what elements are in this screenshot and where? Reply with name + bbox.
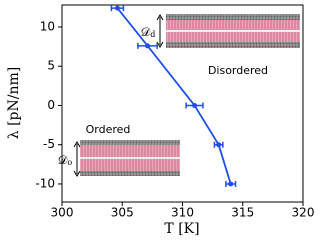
x-tick-label: 310 xyxy=(171,206,194,220)
annotation-symbol: 𝒟o xyxy=(58,153,73,168)
x-tick-label: 305 xyxy=(111,206,134,220)
x-tick-label: 315 xyxy=(231,206,254,220)
y-tick-label: -5 xyxy=(43,137,55,151)
membrane-ordered xyxy=(73,140,180,177)
membrane-disordered xyxy=(156,14,300,48)
x-tick-label: 300 xyxy=(51,206,74,220)
y-axis-label: λ [pN/nm] xyxy=(6,67,22,139)
y-tick-label: 10 xyxy=(40,19,55,33)
point xyxy=(228,181,234,187)
annotation: Ordered xyxy=(86,123,131,136)
point xyxy=(192,102,198,108)
point xyxy=(145,43,151,49)
x-tick-label: 320 xyxy=(292,206,315,220)
y-tick-label: -10 xyxy=(35,176,55,190)
x-axis-label: T [K] xyxy=(164,221,199,237)
point xyxy=(216,142,222,148)
y-tick-label: 0 xyxy=(47,98,55,112)
annotation: Disordered xyxy=(208,64,268,77)
y-tick-label: 5 xyxy=(47,59,55,73)
annotation-symbol: 𝒟d xyxy=(141,25,156,40)
point xyxy=(114,5,120,11)
